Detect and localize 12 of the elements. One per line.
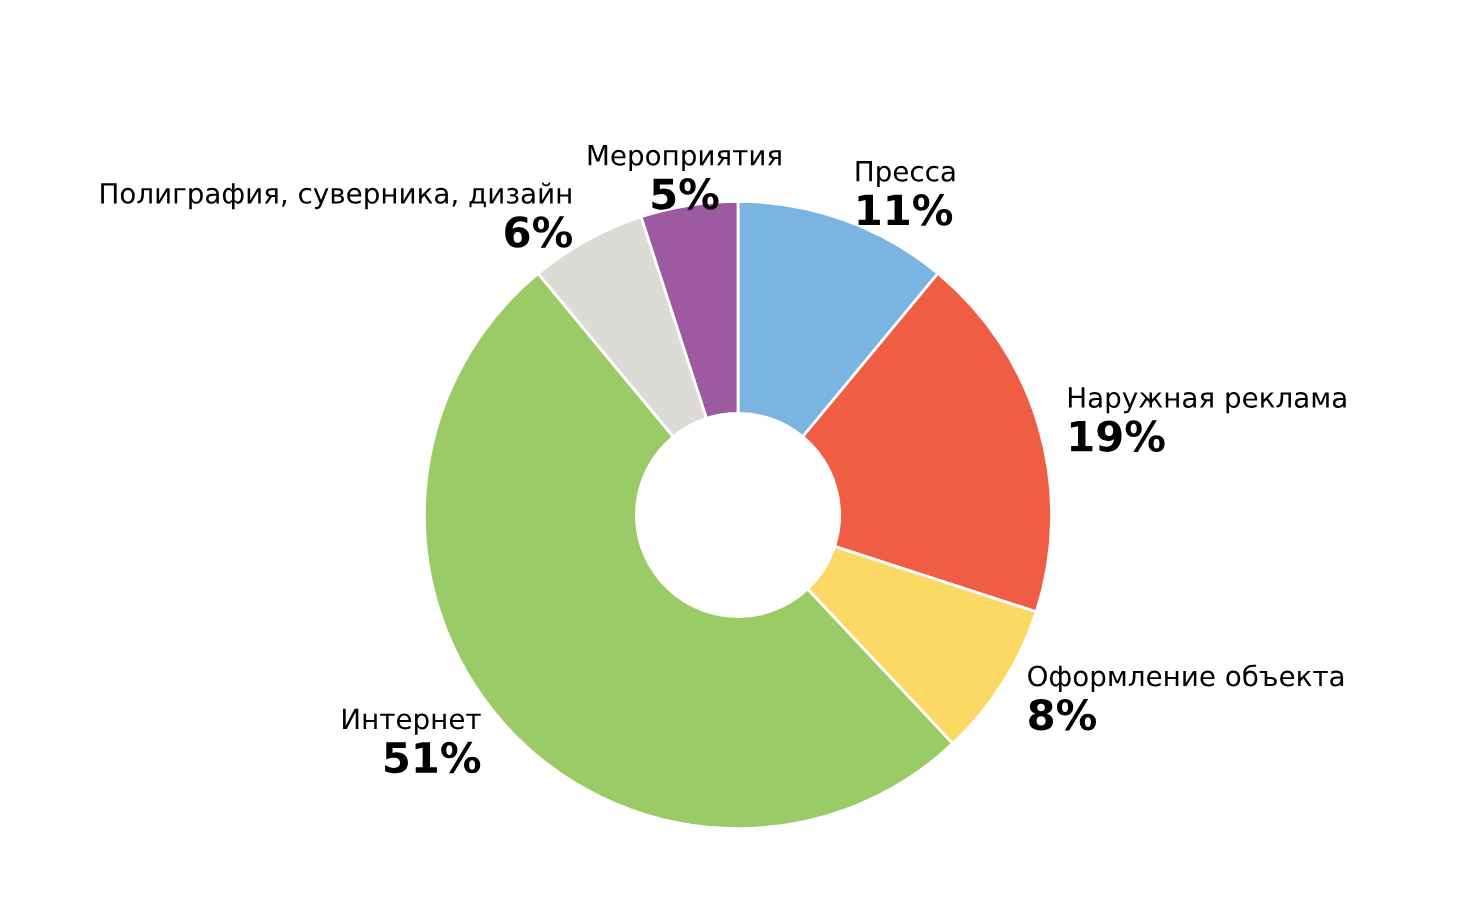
slice-label: Мероприятия [588, 145, 781, 172]
slice-label: Интернет [343, 708, 481, 735]
slice-label: Полиграфия, суверника, дизайн [101, 182, 571, 210]
data-label: 51% [385, 741, 481, 774]
data-label: 5% [652, 178, 719, 210]
data-label: 8% [1029, 698, 1097, 731]
data-label: 6% [505, 216, 572, 248]
slice-label: Пресса [856, 161, 955, 188]
slice-label: Наружная реклама [1068, 387, 1346, 414]
data-label: 19% [1070, 420, 1165, 452]
data-label: 11% [858, 194, 953, 226]
slice-label: Оформление объекта [1028, 664, 1344, 692]
